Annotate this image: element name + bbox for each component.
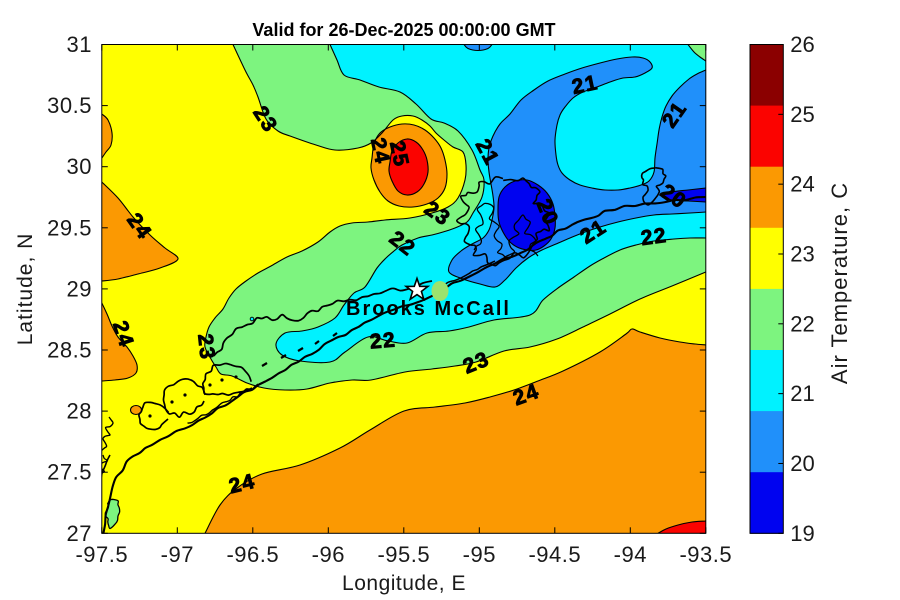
svg-text:22: 22: [369, 328, 397, 353]
svg-text:23: 23: [790, 241, 814, 266]
svg-text:30.5: 30.5: [47, 93, 92, 118]
svg-text:-96.5: -96.5: [226, 542, 279, 567]
svg-text:29.5: 29.5: [47, 215, 92, 240]
svg-text:31: 31: [67, 32, 92, 57]
svg-text:26: 26: [790, 32, 814, 57]
svg-text:20: 20: [790, 451, 814, 476]
svg-text:Valid for 26-Dec-2025 00:00:00: Valid for 26-Dec-2025 00:00:00 GMT: [252, 20, 555, 40]
svg-text:-96: -96: [312, 542, 345, 567]
svg-text:21: 21: [570, 71, 601, 99]
svg-text:21: 21: [790, 381, 814, 406]
svg-text:-94.5: -94.5: [528, 542, 581, 567]
svg-text:23: 23: [193, 333, 219, 362]
svg-text:-93.5: -93.5: [679, 542, 732, 567]
svg-text:24: 24: [366, 136, 394, 167]
svg-text:25: 25: [385, 139, 413, 170]
svg-text:-97.5: -97.5: [75, 542, 128, 567]
svg-text:Latitude, N: Latitude, N: [14, 233, 37, 346]
svg-text:22: 22: [639, 224, 668, 250]
svg-text:24: 24: [790, 172, 814, 197]
svg-text:Longitude, E: Longitude, E: [342, 572, 466, 595]
svg-text:-94: -94: [614, 542, 647, 567]
svg-text:Brooks McCall: Brooks McCall: [346, 298, 511, 320]
svg-text:-95: -95: [463, 542, 496, 567]
svg-text:27: 27: [67, 521, 92, 546]
svg-text:Air Temperature, C: Air Temperature, C: [827, 182, 852, 384]
svg-text:22: 22: [790, 311, 814, 336]
svg-text:27.5: 27.5: [47, 460, 92, 485]
svg-text:28.5: 28.5: [47, 338, 92, 363]
svg-text:30: 30: [67, 154, 92, 179]
svg-text:19: 19: [790, 521, 814, 546]
svg-text:28: 28: [67, 399, 92, 424]
svg-text:-95.5: -95.5: [377, 542, 430, 567]
svg-text:29: 29: [67, 276, 92, 301]
svg-text:25: 25: [790, 102, 814, 127]
svg-text:-97: -97: [161, 542, 194, 567]
